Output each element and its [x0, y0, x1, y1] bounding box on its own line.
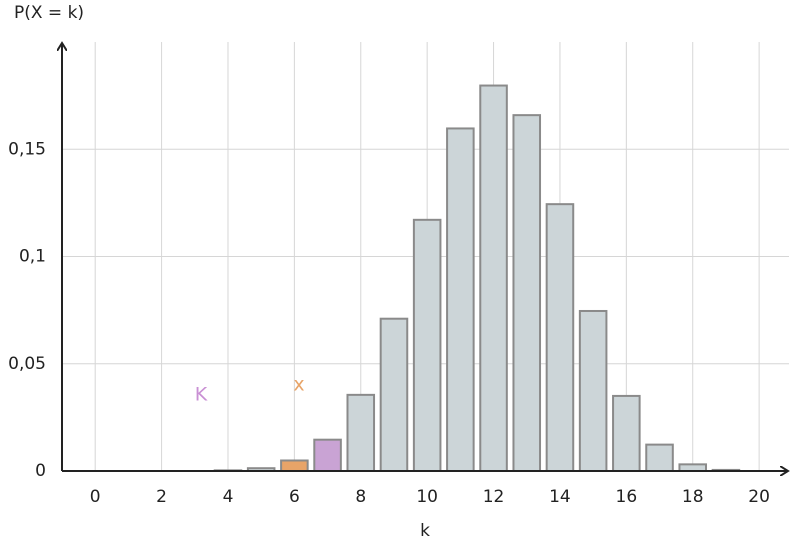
x-tick-label: 6	[289, 487, 300, 507]
bars	[213, 84, 741, 473]
annotation: K	[195, 384, 208, 406]
bar	[479, 84, 508, 473]
x-tick-label: 8	[355, 487, 366, 507]
x-tick-label: 10	[416, 487, 438, 507]
y-tick-label: 0	[35, 461, 46, 481]
x-tick-label: 16	[616, 487, 638, 507]
y-axis-title: P(X = k)	[14, 3, 84, 23]
bar	[612, 394, 641, 472]
bar	[313, 438, 342, 473]
x-tick-label: 4	[223, 487, 234, 507]
x-tick-label: 20	[748, 487, 770, 507]
bar	[545, 203, 575, 473]
y-tick-label: 0,1	[19, 247, 46, 267]
bar	[446, 127, 475, 472]
y-tick-label: 0,15	[8, 139, 46, 159]
bar	[346, 393, 376, 473]
x-axis-title: k	[420, 521, 430, 541]
x-tick-label: 12	[483, 487, 505, 507]
bar	[512, 114, 542, 472]
annotation: x	[293, 374, 304, 396]
x-tick-label: 2	[156, 487, 167, 507]
bar	[379, 317, 409, 472]
x-tick-label: 14	[549, 487, 571, 507]
bar	[280, 459, 309, 473]
y-tick-label: 0,05	[8, 354, 46, 374]
bar	[412, 218, 442, 472]
bar	[645, 443, 674, 472]
bar	[578, 309, 608, 472]
x-tick-label: 0	[90, 487, 101, 507]
x-tick-label: 18	[682, 487, 704, 507]
